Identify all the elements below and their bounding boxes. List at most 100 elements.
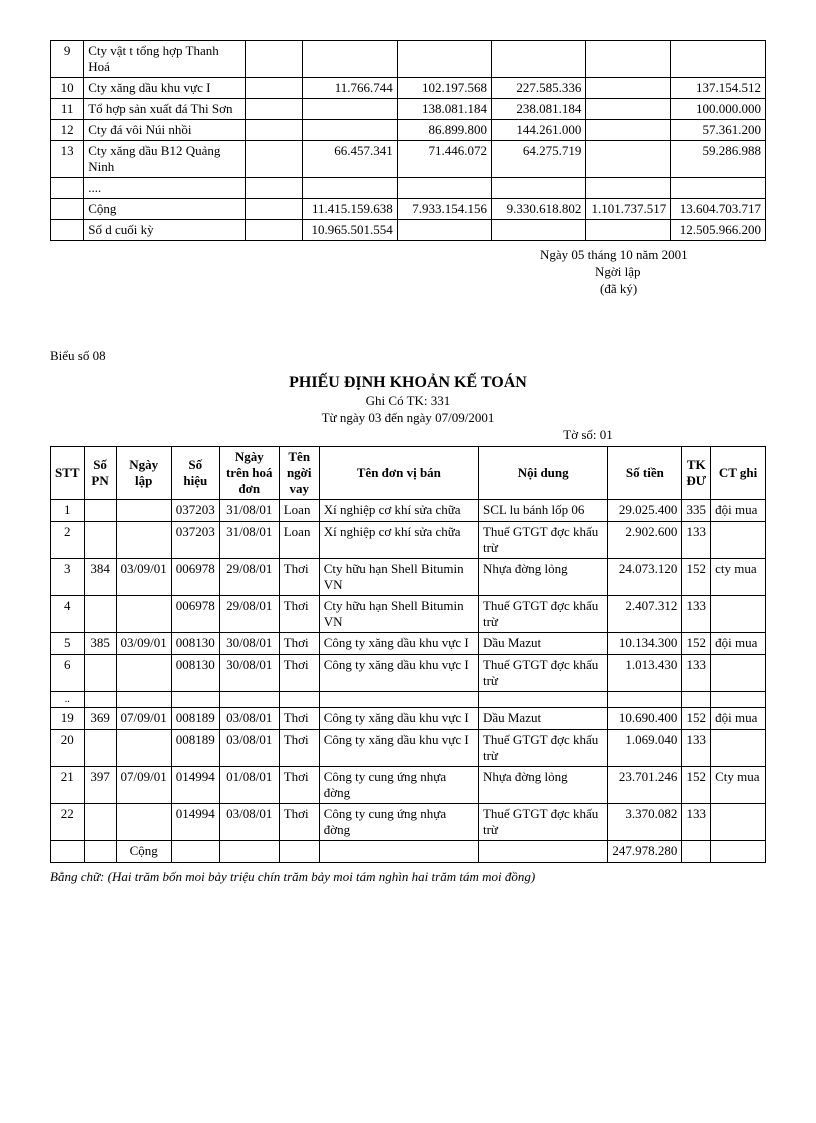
voucher-table: STTSố PNNgày lậpSố hiệuNgày trên hoá đơn… xyxy=(50,446,766,863)
cell: .... xyxy=(84,178,246,199)
cell: Cty đá vôi Núi nhồi xyxy=(84,120,246,141)
cell xyxy=(586,120,671,141)
cell: 10 xyxy=(51,78,84,99)
cell: 037203 xyxy=(171,499,219,521)
column-header: CT ghi xyxy=(711,446,766,499)
cell xyxy=(84,654,116,691)
cell xyxy=(586,99,671,120)
cell: Thơi xyxy=(279,595,319,632)
table-row: Số d cuối kỳ10.965.501.55412.505.966.200 xyxy=(51,220,766,241)
cell xyxy=(711,729,766,766)
cell: Nhựa đờng lỏng xyxy=(478,766,607,803)
signature-block: Ngày 05 tháng 10 năm 2001 Ngời lập (đã k… xyxy=(50,247,766,298)
cell xyxy=(671,178,766,199)
cell: 397 xyxy=(84,766,116,803)
cell: 133 xyxy=(682,729,711,766)
cell: Thuế GTGT đợc khấu trừ xyxy=(478,654,607,691)
column-header: Số PN xyxy=(84,446,116,499)
cell: 22 xyxy=(51,803,85,840)
cell: Nhựa đờng lỏng xyxy=(478,558,607,595)
cell: 3 xyxy=(51,558,85,595)
cell: 014994 xyxy=(171,803,219,840)
cell: 100.000.000 xyxy=(671,99,766,120)
cell: Công ty xăng dầu khu vực I xyxy=(319,729,478,766)
cell: Thơi xyxy=(279,803,319,840)
cell: 247.978.280 xyxy=(608,840,682,862)
cell: cty mua xyxy=(711,558,766,595)
cell xyxy=(478,840,607,862)
cell xyxy=(246,220,303,241)
cell xyxy=(246,199,303,220)
table-row: 103720331/08/01LoanXí nghiệp cơ khí sửa … xyxy=(51,499,766,521)
cell: 152 xyxy=(682,766,711,803)
cell: 144.261.000 xyxy=(492,120,586,141)
cell: 11.766.744 xyxy=(303,78,398,99)
cell xyxy=(397,220,491,241)
cell: 006978 xyxy=(171,558,219,595)
table-row: 2201499403/08/01ThơiCông ty cung ứng nhự… xyxy=(51,803,766,840)
cell xyxy=(682,691,711,707)
cell: 227.585.336 xyxy=(492,78,586,99)
cell xyxy=(84,691,116,707)
cell: 137.154.512 xyxy=(671,78,766,99)
cell: 335 xyxy=(682,499,711,521)
cell: SCL lu bánh lốp 06 xyxy=(478,499,607,521)
cell: Thơi xyxy=(279,558,319,595)
cell: 133 xyxy=(682,803,711,840)
cell xyxy=(51,178,84,199)
cell: 07/09/01 xyxy=(116,766,171,803)
cell: 369 xyxy=(84,707,116,729)
column-header: Ngày lập xyxy=(116,446,171,499)
cell: Công ty cung ứng nhựa đờng xyxy=(319,803,478,840)
cell: 014994 xyxy=(171,766,219,803)
cell: 1.101.737.517 xyxy=(586,199,671,220)
cell: 2.902.600 xyxy=(608,521,682,558)
cell xyxy=(51,840,85,862)
cell: 1.069.040 xyxy=(608,729,682,766)
cell xyxy=(586,41,671,78)
cell: Công ty cung ứng nhựa đờng xyxy=(319,766,478,803)
cell xyxy=(51,220,84,241)
cell: 21 xyxy=(51,766,85,803)
cell: 31/08/01 xyxy=(219,521,279,558)
cell xyxy=(586,178,671,199)
cell: Cty mua xyxy=(711,766,766,803)
cell: 7.933.154.156 xyxy=(397,199,491,220)
cell: 008130 xyxy=(171,654,219,691)
cell: 71.446.072 xyxy=(397,141,491,178)
cell: 31/08/01 xyxy=(219,499,279,521)
cell xyxy=(711,803,766,840)
table-row: 2000818903/08/01ThơiCông ty xăng dầu khu… xyxy=(51,729,766,766)
cell xyxy=(492,41,586,78)
cell: 133 xyxy=(682,521,711,558)
cell: đội mua xyxy=(711,499,766,521)
cell xyxy=(246,78,303,99)
cell: 03/09/01 xyxy=(116,632,171,654)
cell: 07/09/01 xyxy=(116,707,171,729)
column-header: TK ĐƯ xyxy=(682,446,711,499)
cell: 138.081.184 xyxy=(397,99,491,120)
cell: 11.415.159.638 xyxy=(303,199,398,220)
cell: 10.134.300 xyxy=(608,632,682,654)
cell: 20 xyxy=(51,729,85,766)
column-header: Nội dung xyxy=(478,446,607,499)
cell: Cộng xyxy=(84,199,246,220)
cell xyxy=(711,691,766,707)
cell xyxy=(319,691,478,707)
cell: 23.701.246 xyxy=(608,766,682,803)
cell: Thơi xyxy=(279,632,319,654)
table-row: 11Tổ hợp sản xuất đá Thi Sơn138.081.1842… xyxy=(51,99,766,120)
table-row: 1936907/09/0100818903/08/01ThơiCông ty x… xyxy=(51,707,766,729)
cell: 9 xyxy=(51,41,84,78)
cell xyxy=(397,178,491,199)
cell: 008189 xyxy=(171,729,219,766)
cell xyxy=(711,521,766,558)
column-header: Tên ngời vay xyxy=(279,446,319,499)
cell xyxy=(116,729,171,766)
cell: 152 xyxy=(682,707,711,729)
cell: Thuế GTGT đợc khấu trừ xyxy=(478,803,607,840)
column-header: Số hiệu xyxy=(171,446,219,499)
cell xyxy=(478,691,607,707)
doc-sub-account: Ghi Có TK: 331 xyxy=(50,393,766,409)
cell: 59.286.988 xyxy=(671,141,766,178)
